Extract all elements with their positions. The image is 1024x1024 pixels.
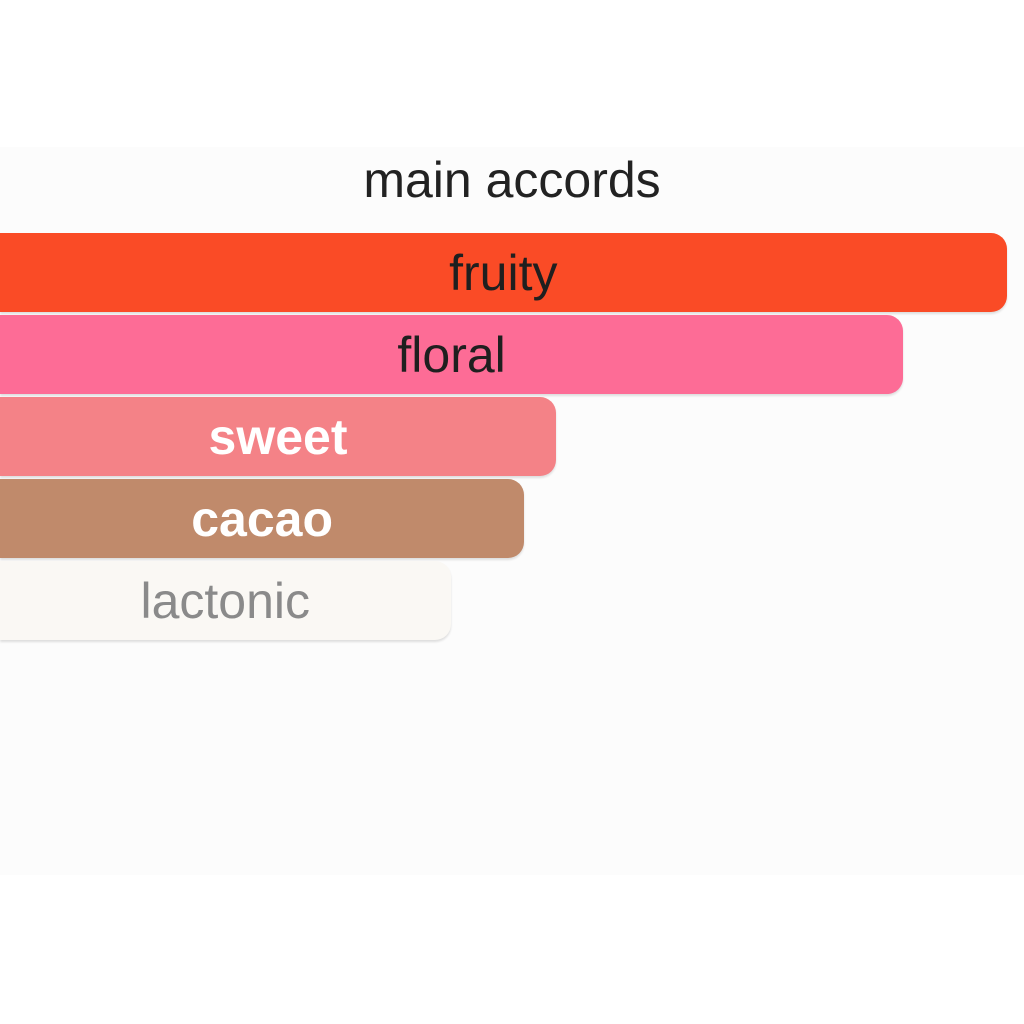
accord-label: sweet [208, 408, 348, 465]
main-accords-panel: main accords fruity floral sweet cacao lacto… [0, 147, 1024, 875]
accord-label: cacao [191, 490, 334, 547]
accord-bar-floral: floral [0, 315, 904, 394]
accord-label: lactonic [140, 572, 311, 629]
accord-bar-lactonic: lactonic [0, 561, 451, 640]
accord-bar-sweet: sweet [0, 397, 557, 476]
accord-bar-fruity: fruity [0, 233, 1007, 312]
accord-label: floral [397, 326, 506, 383]
accord-bars: fruity floral sweet cacao lactonic [0, 233, 1024, 640]
accord-label: fruity [449, 244, 558, 301]
accord-bar-cacao: cacao [0, 479, 525, 558]
chart-title: main accords [363, 152, 661, 208]
